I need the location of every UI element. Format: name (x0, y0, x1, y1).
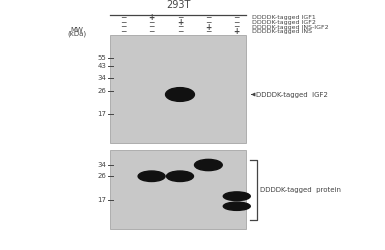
Text: 34: 34 (98, 74, 107, 80)
Ellipse shape (194, 160, 222, 170)
Text: DDDDK-tagged  protein: DDDDK-tagged protein (260, 187, 341, 193)
Text: +: + (205, 22, 211, 32)
Text: DDDDK-tagged IGF1: DDDDK-tagged IGF1 (252, 16, 316, 20)
Text: 55: 55 (98, 54, 107, 60)
Text: −: − (120, 14, 126, 22)
Text: −: − (177, 22, 183, 32)
Ellipse shape (223, 192, 250, 200)
Ellipse shape (166, 171, 193, 181)
Ellipse shape (138, 171, 165, 181)
Text: −: − (205, 18, 212, 27)
Text: −: − (234, 14, 240, 22)
Text: 34: 34 (98, 162, 107, 168)
Text: 17: 17 (98, 197, 107, 203)
Text: −: − (120, 18, 126, 27)
Text: −: − (148, 18, 155, 27)
Text: 17: 17 (98, 111, 107, 117)
Text: −: − (148, 27, 155, 36)
Ellipse shape (166, 88, 194, 102)
Text: MW: MW (70, 26, 84, 32)
Text: +: + (234, 27, 240, 36)
Bar (110, 150, 246, 229)
Text: −: − (234, 18, 240, 27)
Text: DDDDK-tagged INS-IGF2: DDDDK-tagged INS-IGF2 (252, 24, 329, 29)
Text: −: − (205, 14, 212, 22)
Text: DDDDK-tagged INS: DDDDK-tagged INS (252, 29, 312, 34)
Text: −: − (177, 14, 183, 22)
Text: 43: 43 (98, 63, 107, 69)
Text: −: − (234, 22, 240, 32)
Text: +: + (149, 14, 155, 22)
Text: DDDDK-tagged IGF2: DDDDK-tagged IGF2 (252, 20, 316, 25)
Text: (kDa): (kDa) (67, 30, 87, 37)
Text: −: − (205, 27, 212, 36)
Text: −: − (120, 27, 126, 36)
Text: DDDDK-tagged  IGF2: DDDDK-tagged IGF2 (256, 92, 328, 98)
Ellipse shape (223, 202, 250, 210)
Text: 26: 26 (98, 173, 107, 179)
Text: 26: 26 (98, 88, 107, 94)
Text: −: − (120, 22, 126, 32)
Text: −: − (177, 27, 183, 36)
Text: −: − (148, 22, 155, 32)
Text: 293T: 293T (166, 0, 190, 10)
Bar (110, 35, 246, 142)
Text: +: + (177, 18, 183, 27)
